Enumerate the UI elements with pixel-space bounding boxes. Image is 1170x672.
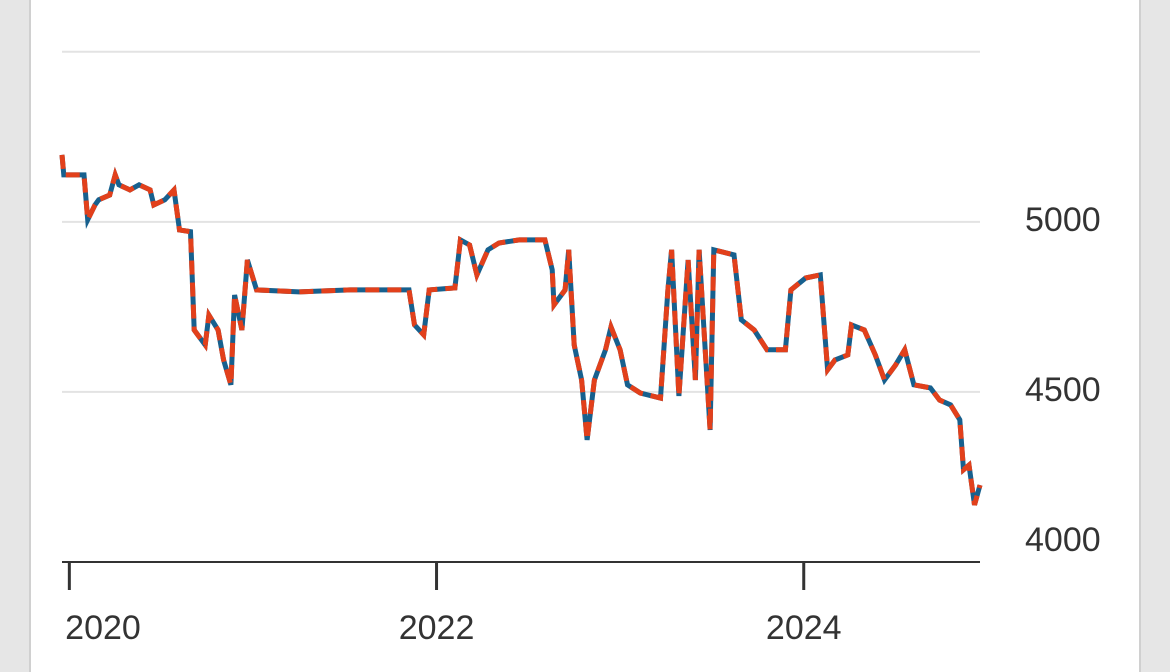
x-tick-label: 2022 — [399, 609, 475, 647]
y-tick-label: 4500 — [1025, 371, 1101, 409]
series-line — [59, 154, 983, 506]
card — [29, 0, 1141, 672]
y-tick-label: 4000 — [1025, 521, 1101, 559]
y-tick-label: 5000 — [1025, 201, 1101, 239]
x-tick-label: 2024 — [766, 609, 842, 647]
x-tick-label: 2020 — [65, 609, 141, 647]
